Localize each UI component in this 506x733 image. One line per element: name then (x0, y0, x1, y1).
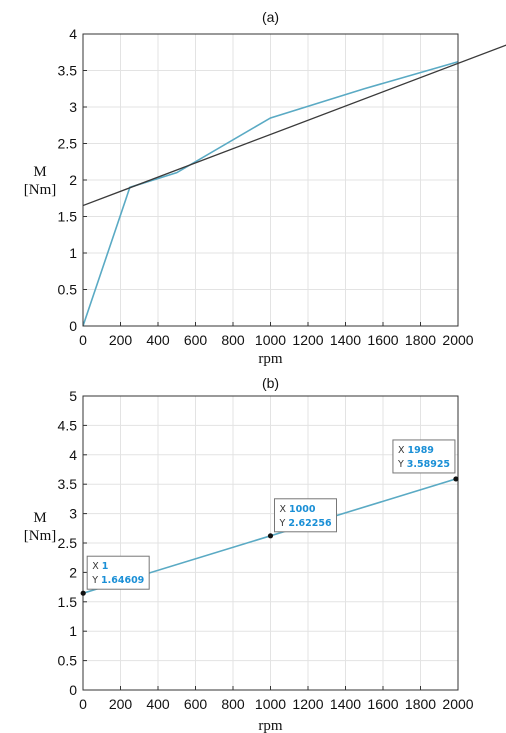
datatip-y-label: Y 3.58925 (397, 459, 450, 470)
datatip-y-value: 1.64609 (101, 575, 144, 586)
x-tick-label: 1000 (255, 696, 286, 712)
x-tick-label: 2000 (442, 696, 473, 712)
x-axis-label: rpm (258, 718, 282, 733)
x-tick-label: 0 (79, 332, 87, 348)
chart-b: 0 200 400 600 800 1000 1200 1400 1600 1800 2000 0 0.… (24, 375, 474, 733)
y-tick-label: 3.5 (58, 63, 78, 79)
y-tick-label: 4 (69, 447, 77, 463)
chart-a: 0 200 400 600 800 1000 1200 1400 1600 1800 2000 0 0.… (24, 9, 506, 367)
y-tick-label: 3 (69, 99, 77, 115)
y-tick-label: 4 (69, 26, 77, 42)
chart-title: (b) (262, 375, 279, 391)
y-tick-label: 1.5 (58, 209, 78, 225)
y-tick-label: 5 (69, 388, 77, 404)
y-tick-label: 3.5 (58, 476, 78, 492)
datatip: X 1 Y 1.64609 (80, 555, 150, 596)
datatip: X 1989 Y 3.58925 (392, 439, 459, 482)
datatip-y-value: 3.58925 (407, 459, 450, 470)
x-tick-label: 800 (221, 332, 245, 348)
x-tick-label: 1200 (292, 696, 323, 712)
x-tick-label: 800 (221, 696, 245, 712)
series-line-1 (83, 60, 459, 327)
x-tick-label: 400 (146, 332, 170, 348)
y-tick-label: 2 (69, 564, 77, 580)
y-tick-label: 2 (69, 172, 77, 188)
datatip-marker (80, 590, 86, 596)
series-line-2 (83, 44, 506, 207)
x-tick-label: 2000 (442, 332, 473, 348)
datatip-x-label: X 1989 (398, 445, 434, 456)
y-tick-label: 4.5 (58, 417, 78, 433)
x-tick-label: 1400 (330, 332, 361, 348)
datatip-x-label: X 1 (92, 561, 108, 572)
x-axis-label: rpm (258, 351, 282, 367)
y-tick-label: 1 (69, 245, 77, 261)
datatip-y-label: Y 2.62256 (279, 518, 332, 529)
y-tick-label: 0.5 (58, 282, 78, 298)
datatip: X 1000 Y 2.62256 (267, 498, 337, 539)
x-tick-label: 1600 (367, 332, 398, 348)
x-tick-label: 600 (184, 332, 208, 348)
y-tick-label: 1.5 (58, 594, 78, 610)
x-tick-label: 0 (79, 696, 87, 712)
x-tick-label: 400 (146, 696, 170, 712)
x-tick-label: 1800 (405, 332, 436, 348)
x-tick-label: 1000 (255, 332, 286, 348)
y-axis-label: [Nm] (24, 182, 57, 198)
datatip-box (274, 498, 337, 533)
datatip-x-value: 1989 (407, 445, 433, 456)
x-tick-label: 1600 (367, 696, 398, 712)
datatip-box (86, 555, 150, 590)
y-tick-label: 3 (69, 506, 77, 522)
datatip-x-value: 1000 (289, 504, 316, 515)
x-tick-label: 200 (109, 332, 133, 348)
chart-title: (a) (262, 9, 279, 25)
y-tick-label: 2.5 (58, 136, 78, 152)
y-axis-label: M (33, 510, 46, 526)
datatip-box (392, 439, 456, 474)
y-axis-label: M (33, 164, 46, 180)
y-axis-label: [Nm] (24, 528, 57, 544)
x-tick-label: 1800 (405, 696, 436, 712)
datatip-marker (453, 476, 459, 482)
y-tick-label: 1 (69, 623, 77, 639)
y-tick-label: 0.5 (58, 653, 78, 669)
x-tick-label: 600 (184, 696, 208, 712)
x-tick-label: 200 (109, 696, 133, 712)
datatip-x-value: 1 (102, 561, 109, 572)
y-tick-label: 2.5 (58, 535, 78, 551)
datatip-y-value: 2.62256 (288, 518, 332, 529)
datatip-marker (267, 533, 274, 539)
x-tick-label: 1400 (330, 696, 361, 712)
x-tick-label: 1200 (292, 332, 323, 348)
datatip-y-label: Y 1.64609 (91, 575, 144, 586)
y-tick-label: 0 (69, 318, 77, 334)
y-tick-label: 0 (69, 682, 77, 698)
datatip-x-label: X 1000 (280, 504, 316, 515)
